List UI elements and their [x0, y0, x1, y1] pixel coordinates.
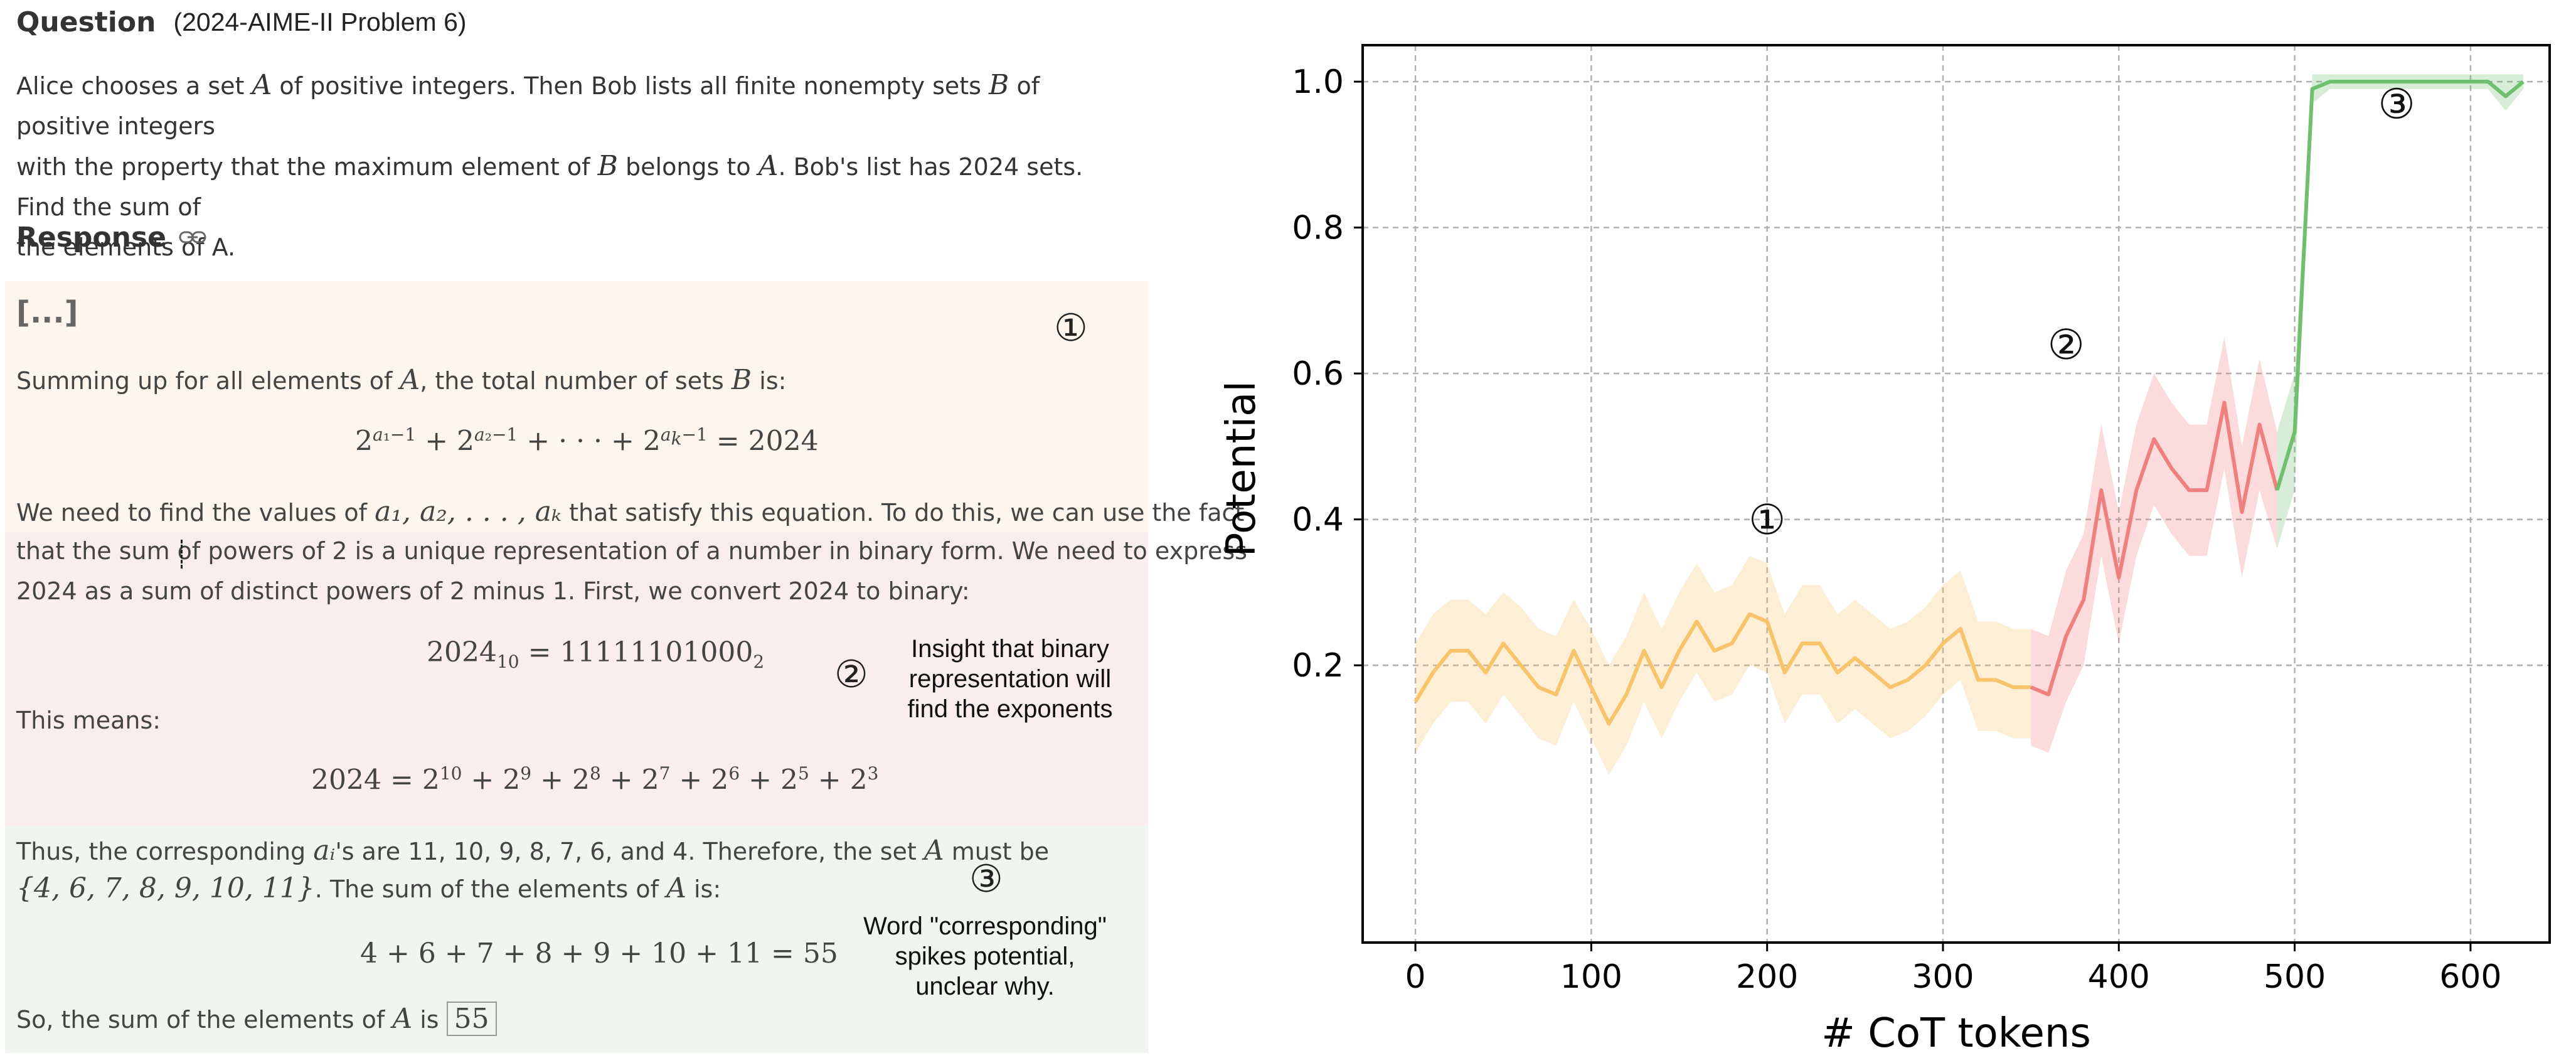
question-source: (2024-AIME-II Problem 6): [173, 7, 467, 36]
powers-equation: 2024 = 210 + 29 + 28 + 27 + 26 + 25 + 23: [311, 763, 879, 796]
y-tick-label-0.8: 0.8: [1292, 210, 1344, 247]
text-cursor: [181, 540, 183, 569]
annotation-number-3: ③: [969, 857, 1003, 901]
annotation-number-1: ①: [1054, 306, 1088, 350]
x-axis-label: # CoT tokens: [1821, 1010, 2091, 1057]
y-axis-label: Potential: [1218, 381, 1265, 557]
segment-1-background: [5, 281, 1148, 532]
chart-annotation-2: ②: [2048, 321, 2085, 369]
binary-equation: 202410 = 111111010002: [427, 636, 765, 672]
insight-annotation: Insight that binary representation will …: [907, 635, 1113, 723]
y-tick-label-1: 1.0: [1292, 63, 1344, 101]
confidence-band-phase3: [2277, 74, 2523, 549]
x-tick-label-0: 0: [1405, 958, 1426, 996]
x-tick-label-100: 100: [1560, 958, 1622, 996]
question-title: Question: [16, 6, 156, 38]
response-line-5: This means:: [16, 707, 161, 734]
response-line-8: So, the sum of the elements of A is 55: [16, 1002, 497, 1036]
series-line-phase1: [1413, 612, 2031, 726]
response-line-1: Summing up for all elements of A, the to…: [16, 364, 787, 396]
response-line-2: We need to find the values of a₁, a₂, . …: [16, 496, 1245, 528]
x-tick-label-500: 500: [2264, 958, 2326, 996]
question-line-3: the elements of A.: [16, 233, 236, 261]
series-line-phase2: [2030, 400, 2279, 697]
answer-box: 55: [446, 1002, 497, 1036]
x-tick-label-600: 600: [2439, 958, 2501, 996]
segment-3-background: [5, 826, 1148, 1053]
chart-annotation-1: ①: [1748, 496, 1786, 544]
question-text: Alice chooses a set A of positive intege…: [16, 65, 1139, 267]
question-line-2: with the property that the maximum eleme…: [16, 150, 1083, 221]
response-title: Response: [16, 221, 166, 254]
ellipsis: [...]: [16, 295, 78, 330]
response-line-6: Thus, the corresponding aᵢ's are 11, 10,…: [16, 835, 1050, 867]
sum-result-equation: 4 + 6 + 7 + 8 + 9 + 10 + 11 = 55: [360, 938, 838, 970]
segment-2-background: [5, 532, 1148, 826]
confidence-band-phase1: [1415, 555, 2031, 775]
y-tick-label-0.6: 0.6: [1292, 355, 1344, 393]
response-header: Response: [16, 216, 206, 258]
x-tick-label-200: 200: [1736, 958, 1798, 996]
series-line-phase3: [2275, 80, 2525, 491]
link-icon[interactable]: [179, 228, 206, 246]
confidence-band-phase2: [2031, 337, 2277, 753]
question-header: Question (2024-AIME-II Problem 6): [16, 1, 467, 43]
annotation-number-2: ②: [834, 653, 868, 697]
explanation-panel: Question (2024-AIME-II Problem 6) Alice …: [0, 0, 1247, 1058]
y-tick-label-0.4: 0.4: [1292, 501, 1344, 539]
response-line-7: {4, 6, 7, 8, 9, 10, 11}. The sum of the …: [16, 872, 721, 904]
response-line-3: that the sum of powers of 2 is a unique …: [16, 537, 1247, 565]
potential-chart: 0 100 200 300 400 500 600 0.2 0.4 0.6 0.8 1.0 # CoT …: [1218, 44, 2551, 1057]
word-annotation: Word "corresponding" spikes potential, u…: [863, 912, 1107, 1000]
sum-equation: 2a₁−1 + 2a₂−1 + · · · + 2ak−1 = 2024: [355, 424, 819, 457]
x-tick-label-300: 300: [1912, 958, 1974, 996]
plot-frame: [1361, 44, 2551, 944]
y-tick-label-0.2: 0.2: [1292, 647, 1344, 685]
chart-annotation-3: ③: [2378, 80, 2415, 128]
question-line-1: Alice chooses a set A of positive intege…: [16, 69, 1040, 140]
x-tick-label-400: 400: [2088, 958, 2150, 996]
response-line-4: 2024 as a sum of distinct powers of 2 mi…: [16, 577, 970, 605]
